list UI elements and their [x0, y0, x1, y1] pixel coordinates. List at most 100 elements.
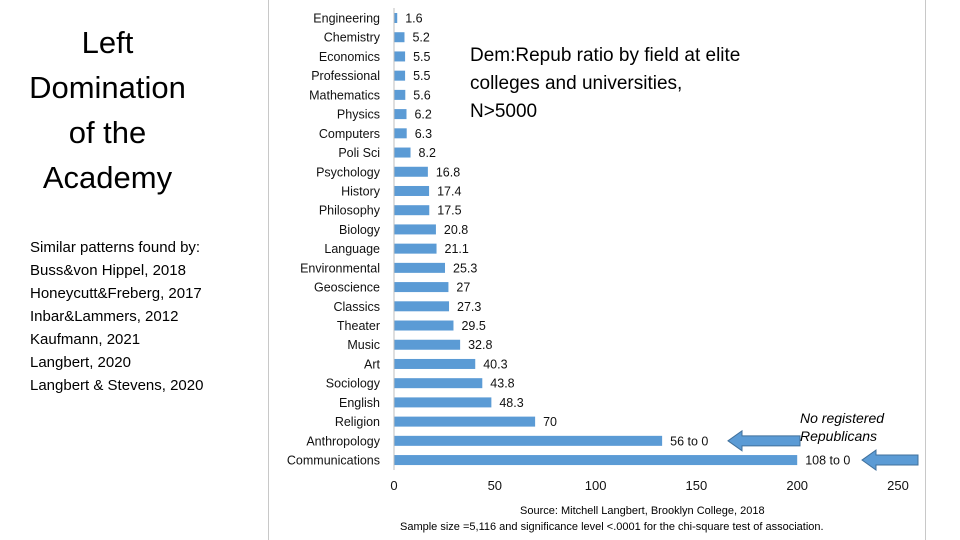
value-label: 8.2 — [419, 146, 436, 160]
chart-frame — [268, 0, 926, 540]
value-label: 27 — [456, 281, 470, 295]
no-republicans-annotation: No registered Republicans — [800, 409, 910, 445]
value-label: 32.8 — [468, 338, 492, 352]
slide-title: Left Domination of the Academy — [29, 25, 186, 195]
bar — [394, 147, 411, 158]
category-label: Music — [347, 338, 380, 352]
value-label: 40.3 — [483, 357, 507, 371]
category-label: Engineering — [313, 12, 380, 26]
bar — [394, 166, 428, 177]
patterns-heading: Similar patterns found by: — [30, 239, 201, 256]
category-label: Poli Sci — [338, 146, 380, 160]
category-label: Communications — [287, 454, 380, 468]
bar — [394, 13, 398, 23]
value-label: 5.6 — [413, 88, 430, 102]
bar — [394, 397, 492, 408]
value-label: 25.3 — [453, 261, 477, 275]
bar — [394, 262, 446, 273]
annotation-arrow — [861, 449, 919, 472]
bar — [394, 378, 483, 389]
arrows-layer — [727, 429, 919, 472]
value-label: 1.6 — [405, 12, 422, 26]
chart-source: Source: Mitchell Langbert, Brooklyn Coll… — [400, 503, 920, 535]
value-label: 5.2 — [412, 31, 429, 45]
category-label: Classics — [333, 300, 380, 314]
chart-title-line: colleges and universities, — [470, 73, 683, 94]
x-tick-label: 50 — [488, 478, 502, 493]
bar — [394, 416, 536, 427]
pattern-item: Langbert & Stevens, 2020 — [30, 377, 204, 394]
value-label: 20.8 — [444, 223, 468, 237]
value-label: 16.8 — [436, 165, 460, 179]
category-label: History — [341, 184, 381, 198]
annotation-arrow — [727, 429, 801, 452]
bars-layer: Engineering 1.6 Chemistry 5.2 Economics 5.5 Pr… — [287, 12, 851, 468]
x-tick-label: 0 — [390, 478, 397, 493]
bar — [394, 51, 406, 62]
category-label: Anthropology — [306, 434, 380, 448]
bar — [394, 339, 461, 350]
value-label: 48.3 — [499, 396, 523, 410]
category-label: Language — [324, 242, 380, 256]
x-axis: 0 50 100 150 200 250 — [390, 8, 909, 493]
value-label: 27.3 — [457, 300, 481, 314]
category-label: Biology — [339, 223, 381, 237]
category-label: Philosophy — [319, 204, 381, 218]
bar — [394, 243, 437, 254]
value-label: 108 to 0 — [805, 454, 850, 468]
value-label: 17.4 — [437, 184, 461, 198]
category-label: Geoscience — [314, 281, 380, 295]
value-label: 5.5 — [413, 50, 430, 64]
x-tick-label: 100 — [585, 478, 607, 493]
value-label: 17.5 — [437, 204, 461, 218]
bar — [394, 70, 406, 81]
bar — [394, 358, 476, 369]
bar — [394, 32, 405, 43]
pattern-item: Inbar&Lammers, 2012 — [30, 308, 179, 325]
category-label: Environmental — [300, 261, 380, 275]
pattern-item: Honeycutt&Freberg, 2017 — [30, 285, 202, 302]
category-label: Professional — [311, 69, 380, 83]
category-label: Religion — [335, 415, 380, 429]
bar — [394, 128, 407, 139]
value-label: 6.2 — [414, 108, 431, 122]
source-line: Source: Mitchell Langbert, Brooklyn Coll… — [520, 505, 765, 517]
x-tick-label: 250 — [887, 478, 909, 493]
annotation-line: Republicans — [800, 428, 878, 444]
bar — [394, 185, 430, 196]
category-label: Art — [364, 357, 381, 371]
chart-title-line: Dem:Repub ratio by field at elite — [470, 45, 741, 66]
value-label: 21.1 — [445, 242, 469, 256]
category-label: English — [339, 396, 380, 410]
similar-patterns-list: Similar patterns found by: Buss&von Hipp… — [30, 236, 260, 397]
bar — [394, 301, 450, 312]
chart-title: Dem:Repub ratio by field at elite colleg… — [470, 42, 800, 126]
bar — [394, 320, 454, 331]
bar — [394, 455, 798, 466]
value-label: 70 — [543, 415, 557, 429]
sample-size-line: Sample size =5,116 and significance leve… — [400, 521, 824, 533]
value-label: 56 to 0 — [670, 434, 708, 448]
pattern-item: Buss&von Hippel, 2018 — [30, 262, 186, 279]
value-label: 29.5 — [461, 319, 485, 333]
category-label: Computers — [319, 127, 380, 141]
bar — [394, 205, 430, 216]
bar — [394, 109, 407, 120]
bar — [394, 224, 436, 235]
x-tick-label: 150 — [686, 478, 708, 493]
bar — [394, 282, 449, 293]
chart-title-line: N>5000 — [470, 101, 538, 122]
value-label: 43.8 — [490, 377, 514, 391]
bar — [394, 435, 663, 446]
category-label: Theater — [337, 319, 380, 333]
annotation-line: No registered — [800, 410, 885, 426]
pattern-item: Kaufmann, 2021 — [30, 331, 141, 348]
value-label: 5.5 — [413, 69, 430, 83]
category-label: Mathematics — [309, 88, 380, 102]
category-label: Physics — [337, 108, 380, 122]
category-label: Chemistry — [324, 31, 381, 45]
category-label: Economics — [319, 50, 380, 64]
bar — [394, 89, 406, 100]
